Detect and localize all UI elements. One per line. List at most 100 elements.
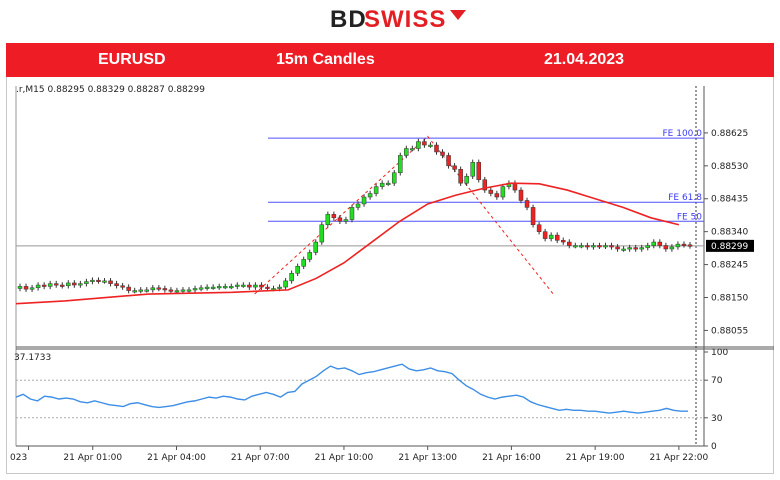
- candle-body: [349, 207, 355, 220]
- candle-body: [615, 246, 620, 250]
- candle-body: [60, 284, 65, 287]
- indicator-tick-label: 0: [711, 442, 717, 452]
- candle-body: [114, 283, 119, 286]
- price-tick-label: 0.88435: [711, 195, 748, 205]
- chart-frame: [6, 77, 774, 474]
- candle-body: [247, 284, 252, 288]
- candle-body: [337, 217, 343, 222]
- candle-body: [204, 286, 210, 289]
- candle-body: [41, 284, 47, 287]
- price-tick-label: 0.88625: [711, 129, 748, 139]
- candle-body: [398, 155, 403, 174]
- candle-body: [470, 162, 475, 177]
- candle-body: [416, 141, 421, 149]
- candle-body: [639, 247, 644, 250]
- time-tick-label: 21 Apr 22:00: [650, 453, 709, 463]
- candle-body: [440, 151, 445, 156]
- candle-body: [307, 252, 312, 260]
- chart-header: EURUSD 15m Candles 21.04.2023: [6, 43, 774, 77]
- candle-body: [567, 241, 572, 246]
- candle-body: [241, 284, 246, 287]
- candle-body: [277, 286, 282, 289]
- candle-body: [72, 282, 77, 286]
- date-label: 21.04.2023: [544, 51, 625, 68]
- price-tick-label: 0.88055: [711, 326, 748, 336]
- current-price-tag: [706, 239, 754, 252]
- indicator-tick-label: 100: [711, 348, 728, 358]
- candle-body: [609, 245, 614, 248]
- candle-body: [633, 247, 638, 250]
- candle-body: [536, 224, 542, 232]
- candle-body: [23, 286, 29, 290]
- candle-body: [663, 245, 669, 250]
- candle-body: [150, 287, 156, 291]
- candle-body: [373, 186, 379, 194]
- candle-body: [603, 245, 608, 248]
- candle-body: [488, 189, 494, 194]
- candle-body: [410, 148, 415, 151]
- candle-body: [560, 240, 566, 243]
- time-tick-label: 21 Apr 10:00: [315, 453, 374, 463]
- candle-body: [343, 219, 349, 222]
- candle-body: [524, 200, 530, 208]
- candle-body: [657, 241, 663, 246]
- candle-body: [355, 203, 361, 208]
- moving-average-line: [15, 182, 680, 305]
- candle-body: [458, 169, 463, 184]
- candle-body: [35, 284, 41, 289]
- candle-body: [385, 182, 391, 185]
- time-tick-label: 21 Apr 13:00: [398, 453, 457, 463]
- candle-body: [428, 144, 433, 147]
- candle-body: [518, 189, 524, 201]
- candle-body: [573, 245, 578, 248]
- candle-body: [548, 234, 554, 239]
- candle-body: [621, 248, 626, 251]
- timeframe-label: 15m Candles: [276, 51, 375, 68]
- candle-body: [192, 288, 198, 291]
- time-tick-label: 21 Apr 19:00: [566, 453, 625, 463]
- candle-body: [669, 246, 675, 250]
- brand-text-swiss: SWISS: [364, 6, 447, 33]
- candle-body: [120, 285, 125, 288]
- time-tick-label: 21 Apr 16:00: [482, 453, 541, 463]
- candle-body: [319, 224, 325, 243]
- candle-body: [198, 287, 204, 290]
- candle-body: [235, 284, 240, 287]
- candle-body: [331, 214, 337, 219]
- candle-body: [84, 281, 89, 284]
- candle-body: [579, 245, 584, 248]
- candle-body: [494, 193, 500, 198]
- symbol-label: EURUSD: [98, 51, 166, 68]
- candle-body: [29, 287, 35, 290]
- candle-body: [174, 290, 180, 293]
- indicator-value-label: 37.1733: [14, 353, 51, 363]
- candle-body: [391, 172, 397, 184]
- candle-body: [289, 272, 294, 282]
- price-tick-label: 0.88530: [711, 162, 748, 172]
- candle-body: [295, 266, 300, 274]
- candle-body: [446, 155, 451, 167]
- price-tick-label: 0.88245: [711, 261, 748, 271]
- candle-body: [512, 182, 518, 191]
- candle-body: [591, 245, 596, 248]
- candle-body: [313, 241, 319, 253]
- candle-body: [53, 283, 59, 286]
- indicator-tick-label: 70: [711, 376, 723, 386]
- fe-level-label: FE 100.0: [663, 129, 703, 139]
- time-tick-label: 023: [10, 453, 27, 463]
- candle-body: [216, 286, 222, 289]
- candle-body: [102, 280, 107, 283]
- candle-body: [180, 289, 186, 292]
- candle-body: [265, 286, 270, 289]
- candle-body: [96, 279, 101, 282]
- candle-body: [452, 165, 457, 170]
- candle-body: [108, 280, 113, 284]
- candle-body: [156, 287, 162, 290]
- time-tick-label: 21 Apr 01:00: [63, 453, 122, 463]
- candle-body: [283, 280, 288, 288]
- candle-body: [530, 207, 536, 225]
- candle-body: [404, 148, 409, 156]
- candle-body: [464, 175, 469, 184]
- candle-body: [597, 245, 602, 248]
